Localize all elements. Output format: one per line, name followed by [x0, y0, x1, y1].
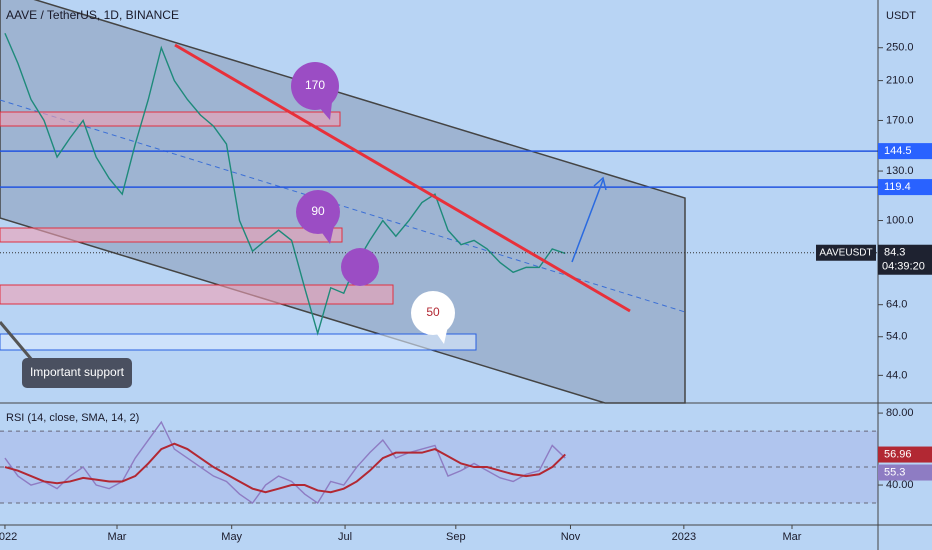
arrow: [571, 179, 604, 263]
x-tick-label: Sep: [446, 531, 466, 543]
bubble-tail: [320, 226, 334, 244]
bubble: [296, 190, 340, 234]
x-tick-label: May: [221, 531, 242, 543]
y-tick-label: 54.0: [886, 331, 907, 343]
series-line: [4, 420, 566, 505]
callout: [22, 358, 132, 388]
rsi-tag: [878, 464, 932, 481]
countdown: 04:39:20: [882, 261, 925, 273]
bubble-label: 50: [426, 305, 440, 319]
rsi-pane: [0, 420, 878, 505]
rsi-title: RSI (14, close, SMA, 14, 2): [6, 412, 139, 424]
level-tag: [878, 179, 932, 196]
symbol-label: AAVEUSDT: [819, 247, 872, 258]
chart-title: AAVE / TetherUS, 1D, BINANCE: [6, 8, 179, 22]
level-label: 144.5: [884, 145, 912, 157]
x-tick-label: 2023: [672, 531, 696, 543]
bubble: [291, 62, 339, 110]
level-label: 119.4: [884, 181, 911, 193]
rsi-value-label: 55.3: [884, 466, 905, 478]
y-tick-label: 210.0: [886, 75, 914, 87]
x-tick-label: Mar: [783, 531, 802, 543]
bubble-label: 90: [311, 204, 325, 218]
zone: [0, 111, 341, 127]
y-tick-label: 64.0: [886, 299, 907, 311]
y-tick-label: 80.00: [886, 407, 914, 419]
y-tick-label: 44.0: [886, 369, 907, 381]
bubble-tail: [318, 102, 332, 120]
bubble-label: 170: [305, 78, 325, 92]
bubble-tail: [434, 326, 448, 344]
series-line: [4, 442, 566, 494]
x-tick-label: Mar: [108, 531, 127, 543]
bubble: [411, 291, 455, 335]
x-tick-label: Nov: [561, 531, 581, 543]
price-pane: [0, 32, 878, 336]
symbol-tag: [816, 244, 876, 261]
y-tick-label: 40.00: [886, 479, 914, 491]
price-tag: [878, 244, 932, 275]
y-axis-label: USDT: [886, 10, 916, 22]
zone: [0, 227, 343, 243]
arrow-head: [593, 176, 607, 191]
overlays: 170 90 50 Important support: [0, 43, 631, 388]
callout-label: Important support: [30, 365, 125, 379]
drawings: [0, 0, 686, 404]
rsi-value-label: 56.96: [884, 448, 912, 460]
y-tick-label: 100.0: [886, 214, 914, 226]
bubble: [341, 248, 379, 286]
level-tag: [878, 143, 932, 160]
x-tick-label: Jul: [338, 531, 352, 543]
price-label: 84.3: [884, 247, 905, 259]
zone: [0, 333, 477, 351]
series-line: [4, 32, 566, 336]
x-tick-label: 2022: [0, 531, 17, 543]
callout-pointer: [0, 321, 34, 361]
zone: [0, 284, 394, 305]
y-tick-label: 130.0: [886, 165, 914, 177]
y-tick-label: 170.0: [886, 114, 914, 126]
trendline: [174, 43, 631, 313]
rsi-tag: [878, 446, 932, 463]
y-tick-label: 250.0: [886, 42, 914, 54]
